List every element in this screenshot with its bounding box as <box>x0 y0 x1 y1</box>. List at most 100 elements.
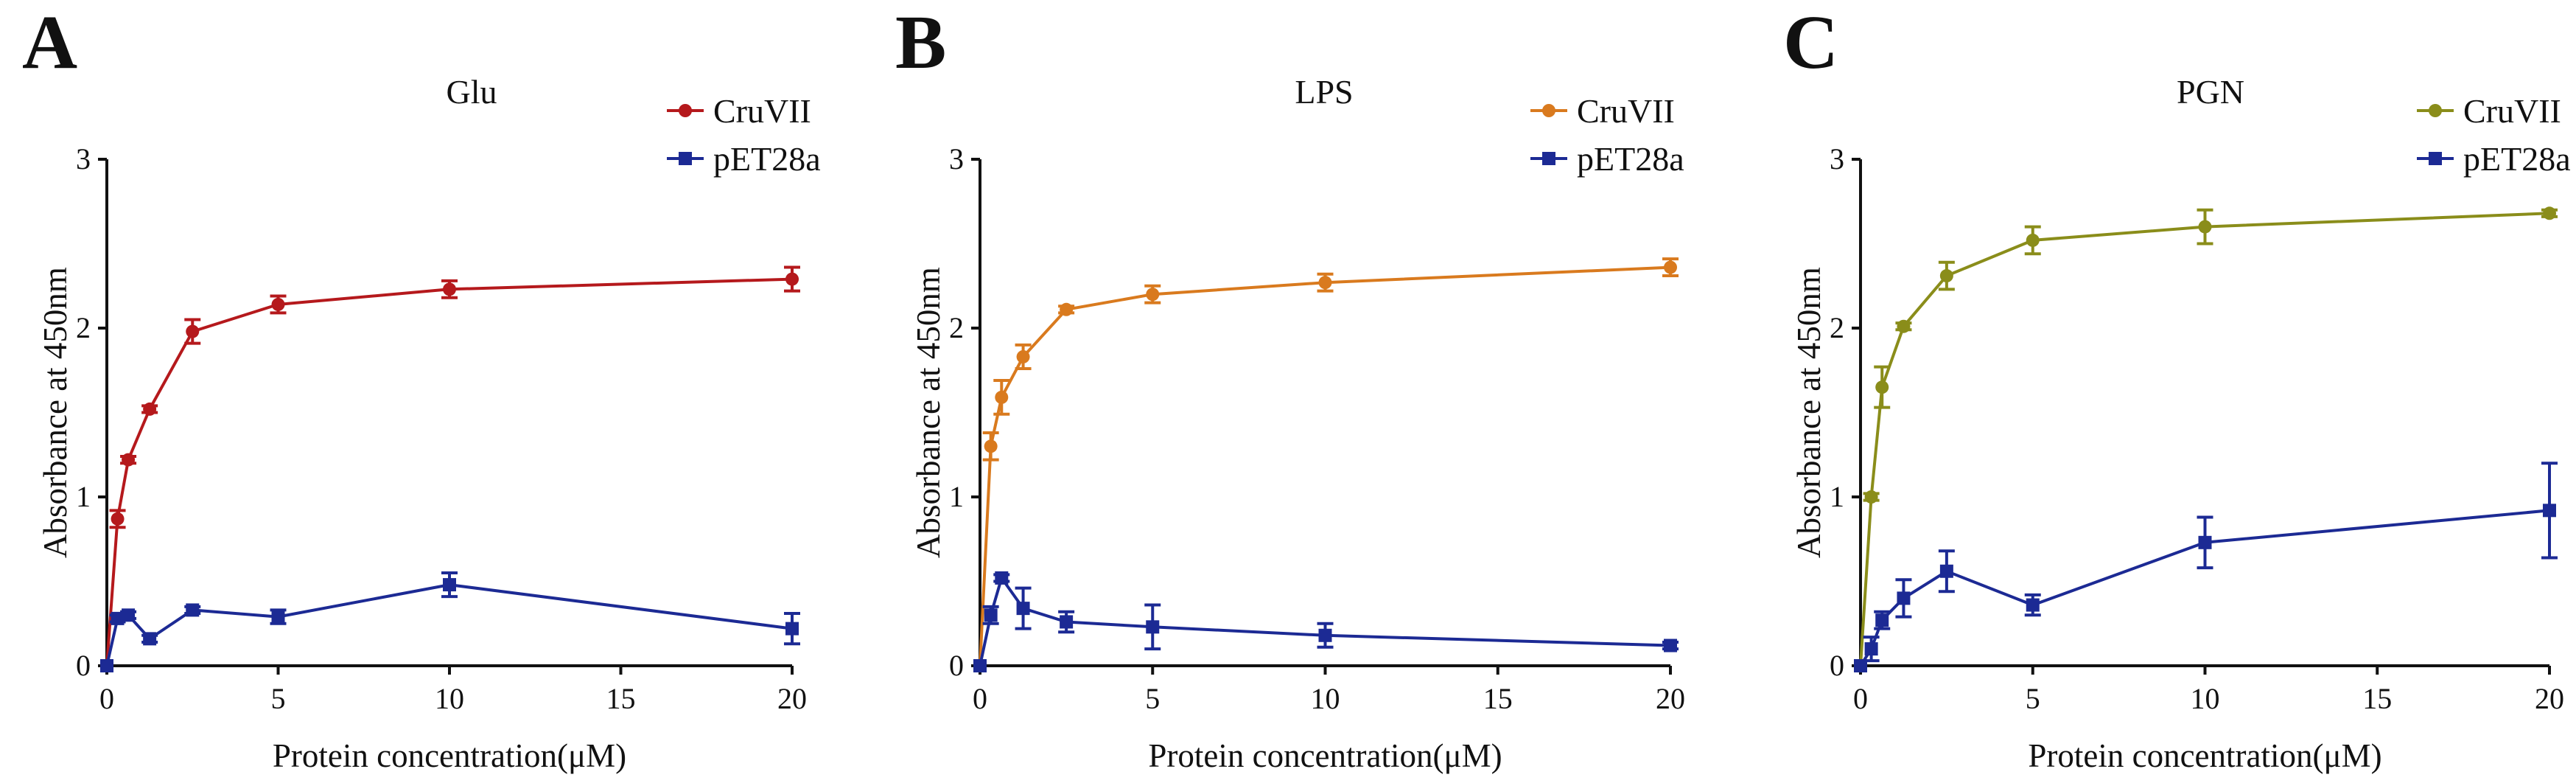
panel-letter: A <box>22 0 77 85</box>
data-point <box>2026 233 2040 247</box>
legend-marker <box>2429 152 2442 165</box>
y-tick-label: 3 <box>1830 142 1844 175</box>
data-point <box>1864 642 1878 656</box>
panel-letter: B <box>895 0 946 85</box>
data-point <box>1318 628 1332 642</box>
data-point <box>1897 319 1911 333</box>
legend-entry: pET28a <box>1530 140 1684 178</box>
y-tick-label: 2 <box>949 311 964 344</box>
chart-title: LPS <box>1295 73 1353 111</box>
data-point <box>122 453 136 467</box>
legend-entry: CruVII <box>1530 92 1675 130</box>
x-axis-label: Protein concentration(μM) <box>273 737 626 774</box>
x-tick-label: 10 <box>2191 682 2220 715</box>
data-point <box>2198 535 2212 549</box>
y-tick-label: 2 <box>76 311 91 344</box>
x-tick-label: 20 <box>2535 682 2564 715</box>
legend-label: CruVII <box>1577 92 1675 130</box>
legend-label: pET28a <box>2463 140 2571 178</box>
x-axis-label: Protein concentration(μM) <box>1148 737 1502 774</box>
chart-title: Glu <box>447 73 497 111</box>
legend-entry: pET28a <box>667 140 821 178</box>
data-point <box>995 571 1009 585</box>
data-point <box>1664 638 1677 652</box>
data-point <box>1060 302 1074 316</box>
series-line <box>105 277 793 667</box>
x-tick-label: 5 <box>271 682 286 715</box>
data-point <box>443 578 456 592</box>
legend-marker <box>679 152 692 165</box>
data-point <box>1939 269 1953 283</box>
data-point <box>271 297 285 311</box>
data-point <box>1854 659 1867 672</box>
legend-entry: CruVII <box>667 92 811 130</box>
data-point <box>186 324 200 338</box>
y-tick-label: 0 <box>949 649 964 682</box>
series-cruvii <box>973 257 1679 672</box>
legend-marker <box>1542 152 1555 165</box>
data-point <box>111 611 125 625</box>
x-tick-label: 0 <box>973 682 987 715</box>
y-axis-label: Absorbance at 450nm <box>910 267 947 558</box>
chart-title: PGN <box>2177 73 2244 111</box>
data-point <box>2543 504 2556 518</box>
legend-label: pET28a <box>713 140 821 178</box>
series-pet28a <box>973 571 1679 672</box>
legend-marker <box>2429 104 2442 117</box>
data-point <box>1875 380 1889 394</box>
data-point <box>785 622 799 636</box>
legend-entry: CruVII <box>2417 92 2561 130</box>
y-axis-label: Absorbance at 450nm <box>37 267 74 558</box>
y-tick-label: 3 <box>949 142 964 175</box>
data-point <box>271 610 285 624</box>
data-point <box>995 390 1009 404</box>
series-cruvii <box>1854 206 2558 672</box>
data-point <box>443 282 456 296</box>
x-tick-label: 10 <box>1311 682 1340 715</box>
data-point <box>1146 288 1160 302</box>
data-point <box>2543 206 2556 220</box>
data-point <box>143 632 157 646</box>
chart-panel-c: C PGN 0 1 2 3 0 5 10 15 20 Protein concentration(μM… <box>1783 0 2571 774</box>
y-tick-label: 0 <box>76 649 91 682</box>
series-pet28a <box>100 571 800 672</box>
chart-panel-a: A Glu 0 1 2 3 0 5 10 15 20 Protein concentration(μM… <box>22 0 821 774</box>
legend-label: CruVII <box>713 92 811 130</box>
x-tick-label: 15 <box>606 682 636 715</box>
data-point <box>111 512 125 526</box>
data-point <box>143 402 157 416</box>
series-pet28a <box>1854 462 2558 672</box>
legend-label: CruVII <box>2463 92 2561 130</box>
x-tick-label: 15 <box>2362 682 2392 715</box>
y-tick-label: 1 <box>1830 480 1844 513</box>
legend-label: pET28a <box>1577 140 1684 178</box>
data-point <box>1016 349 1030 363</box>
data-point <box>1318 276 1332 290</box>
x-tick-label: 20 <box>777 682 807 715</box>
x-axis-label: Protein concentration(μM) <box>2028 737 2381 774</box>
panel-letter: C <box>1783 0 1838 85</box>
series-line <box>979 265 1671 667</box>
y-axis-label: Absorbance at 450nm <box>1791 267 1827 558</box>
data-point <box>1060 615 1074 629</box>
data-point <box>2026 598 2040 612</box>
x-tick-label: 0 <box>99 682 114 715</box>
data-point <box>100 659 113 672</box>
legend-marker <box>679 104 692 117</box>
data-point <box>122 608 136 622</box>
data-point <box>984 439 998 453</box>
x-tick-label: 5 <box>2026 682 2040 715</box>
series-line <box>979 576 1671 667</box>
chart-panel-b: B LPS 0 1 2 3 0 5 10 15 20 Protein concentration(μM… <box>895 0 1685 774</box>
y-tick-label: 1 <box>949 480 964 513</box>
x-tick-label: 5 <box>1145 682 1160 715</box>
data-point <box>1016 602 1030 616</box>
data-point <box>984 608 998 622</box>
data-point <box>1664 260 1677 274</box>
data-point <box>2198 220 2212 234</box>
series-line <box>1859 212 2550 667</box>
legend-entry: pET28a <box>2417 140 2571 178</box>
y-tick-label: 3 <box>76 142 91 175</box>
x-tick-label: 15 <box>1483 682 1513 715</box>
